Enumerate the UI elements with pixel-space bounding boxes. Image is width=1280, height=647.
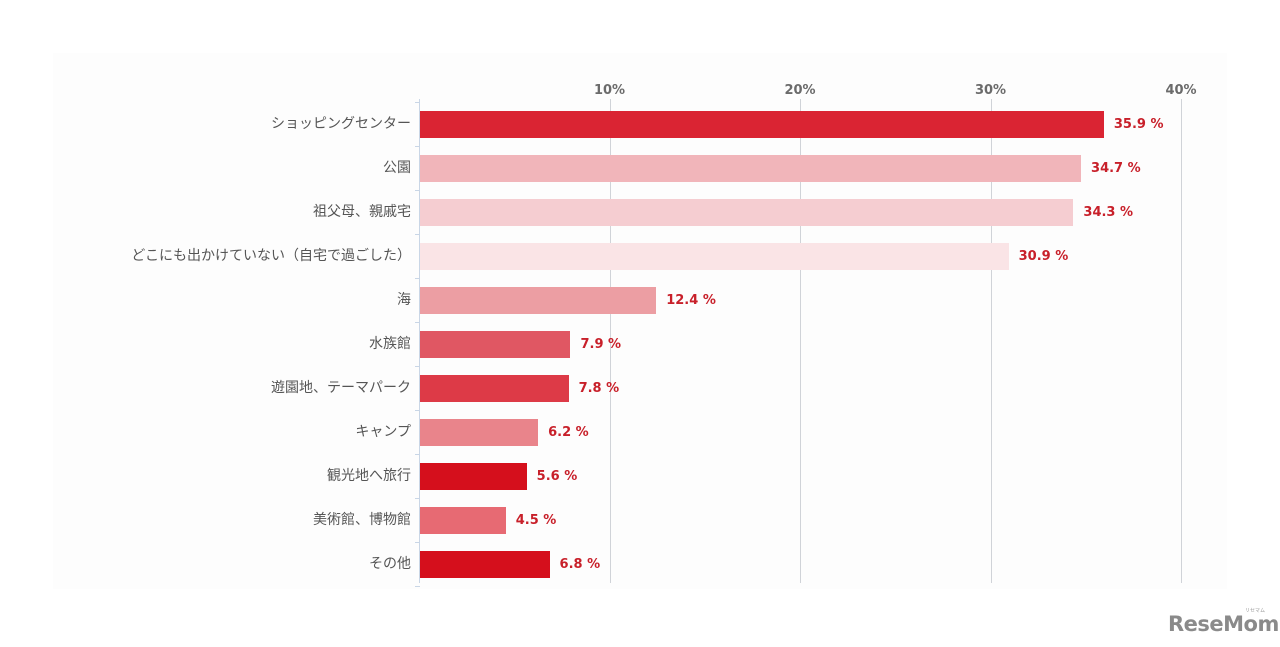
x-tick-label: 10%	[593, 83, 626, 98]
value-label: 34.7 %	[1091, 161, 1141, 176]
bar	[420, 375, 569, 402]
bar	[420, 243, 1009, 270]
category-label: 祖父母、親戚宅	[313, 204, 411, 220]
category-label: 水族館	[369, 336, 411, 352]
y-axis-tick	[415, 146, 420, 147]
y-axis-tick	[415, 454, 420, 455]
category-label: 海	[397, 292, 411, 308]
y-axis-tick	[415, 278, 420, 279]
gridline	[800, 99, 801, 583]
gridline	[609, 99, 611, 583]
value-label: 7.8 %	[578, 381, 620, 396]
chart-panel	[53, 53, 1227, 589]
value-label: 6.2 %	[548, 425, 589, 440]
x-tick-label: 20%	[784, 83, 816, 98]
x-tick-label: 40%	[1165, 83, 1197, 98]
bar	[420, 155, 1082, 182]
value-label: 5.6 %	[536, 469, 578, 484]
x-tick-label: 30%	[974, 83, 1007, 98]
y-axis-tick	[415, 190, 420, 191]
gridline	[990, 99, 992, 583]
category-label: 遊園地、テーマパーク	[271, 380, 411, 396]
category-label: 観光地へ旅行	[327, 468, 411, 484]
value-label: 4.5 %	[515, 513, 557, 528]
value-label: 34.3 %	[1083, 205, 1134, 220]
y-axis-line	[419, 99, 420, 583]
category-label: 公園	[383, 160, 411, 176]
bar	[420, 551, 550, 578]
value-label: 35.9 %	[1113, 117, 1164, 132]
category-label: その他	[369, 556, 411, 572]
resemom-logo: ReseMom	[1168, 612, 1279, 636]
y-axis-tick	[415, 102, 420, 103]
value-label: 12.4 %	[666, 293, 716, 308]
y-axis-tick	[415, 410, 420, 411]
gridline	[1181, 99, 1182, 583]
resemom-logo-kana: リセマム	[1245, 608, 1266, 614]
bar	[420, 199, 1074, 226]
category-label: 美術館、博物館	[313, 512, 411, 528]
value-label: 7.9 %	[580, 337, 622, 352]
y-axis-tick	[415, 586, 420, 587]
y-axis-tick	[415, 366, 420, 367]
category-label: どこにも出かけていない（自宅で過ごした）	[131, 248, 411, 264]
bar	[420, 111, 1104, 138]
y-axis-tick	[415, 498, 420, 499]
bar	[420, 463, 527, 490]
value-label: 30.9 %	[1018, 249, 1069, 264]
bar	[420, 331, 571, 358]
bar	[420, 287, 657, 314]
y-axis-tick	[415, 234, 420, 235]
y-axis-tick	[415, 322, 420, 323]
category-label: ショッピングセンター	[271, 116, 411, 132]
bar	[420, 507, 506, 534]
y-axis-tick	[415, 542, 420, 543]
bar	[420, 419, 539, 446]
category-label: キャンプ	[355, 424, 411, 440]
value-label: 6.8 %	[559, 557, 601, 572]
